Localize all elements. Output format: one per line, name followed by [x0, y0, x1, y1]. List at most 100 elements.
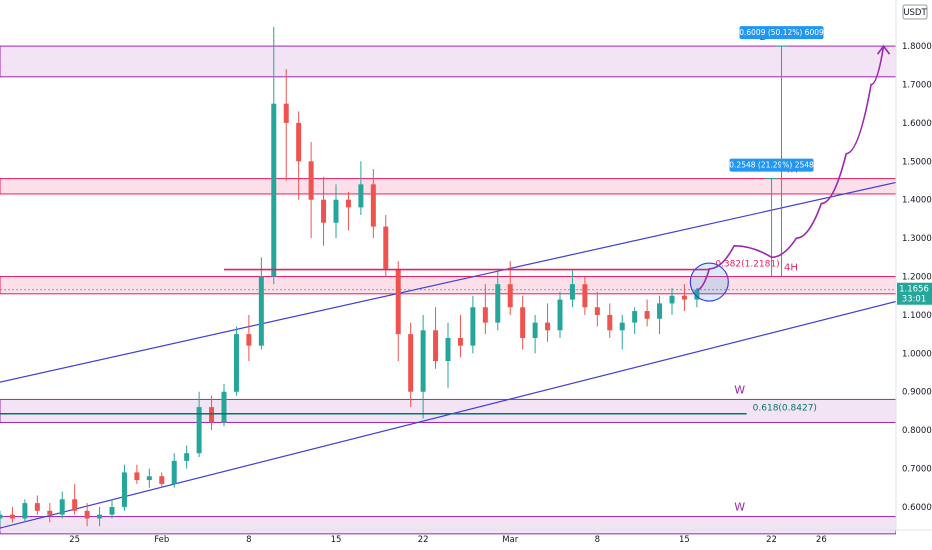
chart-background: [0, 0, 896, 530]
candle-body-40: [495, 284, 501, 323]
candle-body-12: [146, 476, 152, 481]
candle-body-11: [134, 472, 140, 481]
zone-2: [0, 276, 897, 295]
candle-body-31: [383, 226, 389, 269]
y-tick-11: 1.7000: [902, 80, 932, 90]
candle-body-48: [594, 307, 600, 315]
y-tick-10: 1.6000: [902, 119, 932, 129]
candle-body-54: [669, 295, 675, 304]
current-price-box: [897, 282, 932, 305]
measure-label-1: 0.6009 (50.12%) 6009: [739, 28, 824, 37]
candle-body-42: [520, 307, 526, 338]
candle-body-2: [22, 503, 28, 519]
y-tick-1: 0.7000: [902, 465, 932, 475]
candle-body-8: [97, 514, 103, 519]
y-tick-7: 1.3000: [902, 234, 932, 244]
candle-body-3: [34, 503, 40, 511]
candle-body-37: [457, 337, 463, 346]
annotations-layer: 0.382(1.2181) 0.618(0.8427) 0.2548 (21.29%…: [0, 26, 896, 415]
candle-body-39: [482, 307, 488, 323]
candle-body-21: [258, 276, 264, 346]
projection-path: [696, 45, 885, 291]
y-tick-6: 1.2000: [902, 273, 932, 283]
candle-body-53: [657, 303, 663, 319]
candle-body-1: [9, 514, 15, 519]
currency-label: USDT: [903, 8, 927, 18]
channel-upper-line: [0, 181, 897, 383]
candle-body-9: [109, 506, 115, 515]
candle-body-15: [184, 453, 190, 461]
measure-label-0: 0.2548 (21.29%) 2548: [729, 161, 814, 170]
projection-arrowhead: [876, 44, 891, 55]
x-tick-2: 8: [246, 535, 251, 545]
candle-body-7: [84, 510, 90, 519]
candle-body-41: [507, 284, 513, 308]
candle-body-33: [408, 334, 414, 392]
candle-body-34: [420, 330, 426, 392]
x-tick-0: 25: [69, 535, 80, 545]
channel-layer: [0, 181, 897, 529]
candle-body-38: [470, 307, 476, 346]
measure-badge-0: [729, 158, 814, 172]
y-axis-background: [896, 0, 932, 550]
candle-body-47: [582, 284, 588, 308]
y-tick-5: 1.1000: [902, 311, 932, 321]
candle-body-44: [545, 322, 551, 331]
candle-body-5: [59, 499, 65, 515]
x-tick-9: 26: [816, 535, 827, 545]
candle-body-55: [681, 295, 687, 300]
zone-label-3: W: [734, 383, 745, 396]
candle-body-18: [221, 391, 227, 423]
candle-body-24: [296, 122, 302, 162]
candle-body-45: [557, 299, 563, 331]
zone-1: [0, 178, 897, 195]
candle-body-25: [308, 161, 314, 200]
candle-body-14: [171, 460, 177, 484]
candle-body-10: [121, 472, 127, 507]
candle-body-56: [694, 289, 700, 300]
y-tick-4: 1.0000: [902, 349, 932, 359]
candle-body-17: [209, 407, 215, 423]
x-tick-4: 22: [418, 535, 429, 545]
current-price-countdown: 33:01: [902, 295, 927, 305]
candle-body-51: [632, 311, 638, 323]
fib-label-1: 0.618(0.8427): [753, 404, 817, 414]
candle-body-29: [358, 184, 364, 208]
candle-body-43: [532, 322, 538, 338]
y-tick-12: 1.8000: [902, 42, 932, 52]
candle-body-52: [644, 311, 650, 319]
zone-label-2: 4H: [784, 263, 798, 274]
candle-body-30: [370, 184, 376, 227]
y-tick-3: 0.9000: [902, 388, 932, 398]
measure-badge-1: [739, 26, 824, 40]
fib-label-0: 0.382(1.2181): [715, 260, 779, 270]
candle-body-27: [333, 199, 339, 223]
focus-circle: [689, 262, 729, 302]
zone-0: [0, 45, 897, 78]
candle-body-20: [246, 334, 252, 346]
candle-body-50: [619, 322, 625, 331]
candle-body-13: [159, 476, 165, 484]
candle-body-46: [569, 284, 575, 300]
current-price-tag: 1.1656 33:01: [897, 282, 932, 305]
zone-4: [0, 516, 897, 535]
candle-body-28: [345, 199, 351, 208]
candle-body-35: [433, 330, 439, 362]
candle-body-0: [0, 514, 3, 519]
x-tick-8: 22: [766, 535, 777, 545]
x-tick-7: 15: [679, 535, 690, 545]
currency-badge: USDT: [902, 4, 927, 20]
candles-layer: [0, 26, 700, 527]
candle-body-22: [271, 103, 277, 277]
x-axis[interactable]: 25 Feb 8 15 22 Mar 8 15 22 26: [0, 529, 932, 545]
y-axis[interactable]: 0.6000 0.7000 0.8000 0.9000 1.0000 1.1000 1.20…: [895, 0, 932, 550]
y-tick-8: 1.4000: [902, 196, 932, 206]
candle-body-16: [196, 407, 202, 454]
y-tick-9: 1.5000: [902, 157, 932, 167]
x-tick-3: 15: [331, 535, 342, 545]
candle-body-23: [283, 103, 289, 123]
x-tick-5: Mar: [502, 535, 519, 545]
candle-body-36: [445, 337, 451, 362]
candle-body-49: [607, 314, 613, 331]
